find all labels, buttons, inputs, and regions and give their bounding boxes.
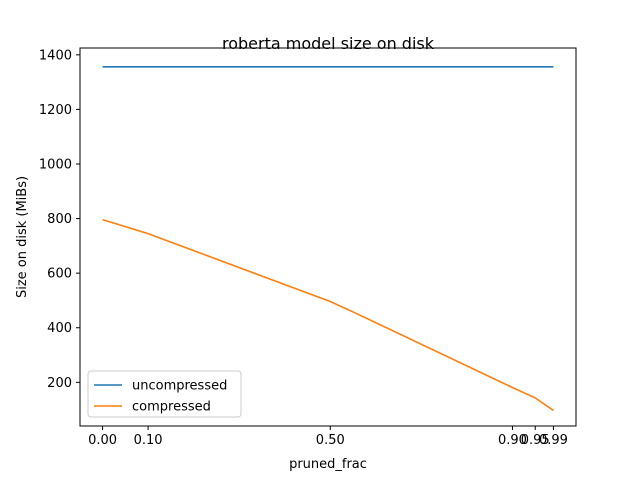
- legend-label-uncompressed: uncompressed: [132, 379, 227, 394]
- y-tick-label: 600: [47, 267, 72, 282]
- x-tick-label: 0.50: [316, 433, 345, 448]
- series-layer: [102, 66, 554, 412]
- y-tick-label: 1200: [39, 103, 72, 118]
- x-tick-label: 0.00: [88, 433, 117, 448]
- x-axis-label: pruned_frac: [289, 457, 367, 472]
- y-tick-label: 1400: [39, 48, 72, 63]
- y-axis-label: Size on disk (MiBs): [15, 176, 30, 298]
- legend-label-compressed: compressed: [132, 400, 211, 415]
- x-axis: 0.00 0.10 0.50 0.900.950.99: [88, 426, 568, 448]
- y-tick-label: 1000: [39, 157, 72, 172]
- legend: uncompressed compressed: [87, 370, 242, 418]
- legend-box: [87, 370, 242, 418]
- x-tick-label: 0.90: [498, 433, 527, 448]
- x-tick-label: 0.10: [134, 433, 163, 448]
- y-tick-label: 400: [47, 321, 72, 336]
- series-line-compressed: [102, 218, 554, 412]
- plot-area-frame: [79, 47, 577, 427]
- x-tick-label: 0.95: [521, 433, 550, 448]
- y-tick-label: 200: [47, 376, 72, 391]
- x-tick-label: 0.99: [539, 433, 568, 448]
- y-axis: 200 400 600 800 1000 1200 1400: [39, 48, 80, 391]
- y-tick-label: 800: [47, 212, 72, 227]
- chart-title: roberta model size on disk: [222, 34, 435, 53]
